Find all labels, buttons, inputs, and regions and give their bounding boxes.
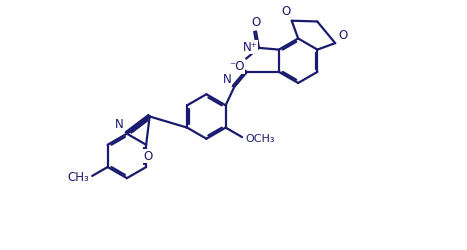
Text: O: O [143,150,152,163]
Text: N: N [114,118,123,131]
Text: OCH₃: OCH₃ [246,134,275,143]
Text: N⁺: N⁺ [242,41,257,54]
Text: O: O [281,5,290,18]
Text: CH₃: CH₃ [67,171,89,184]
Text: ⁻O: ⁻O [229,60,244,74]
Text: O: O [251,16,261,29]
Text: O: O [338,28,347,42]
Text: N: N [223,73,232,86]
